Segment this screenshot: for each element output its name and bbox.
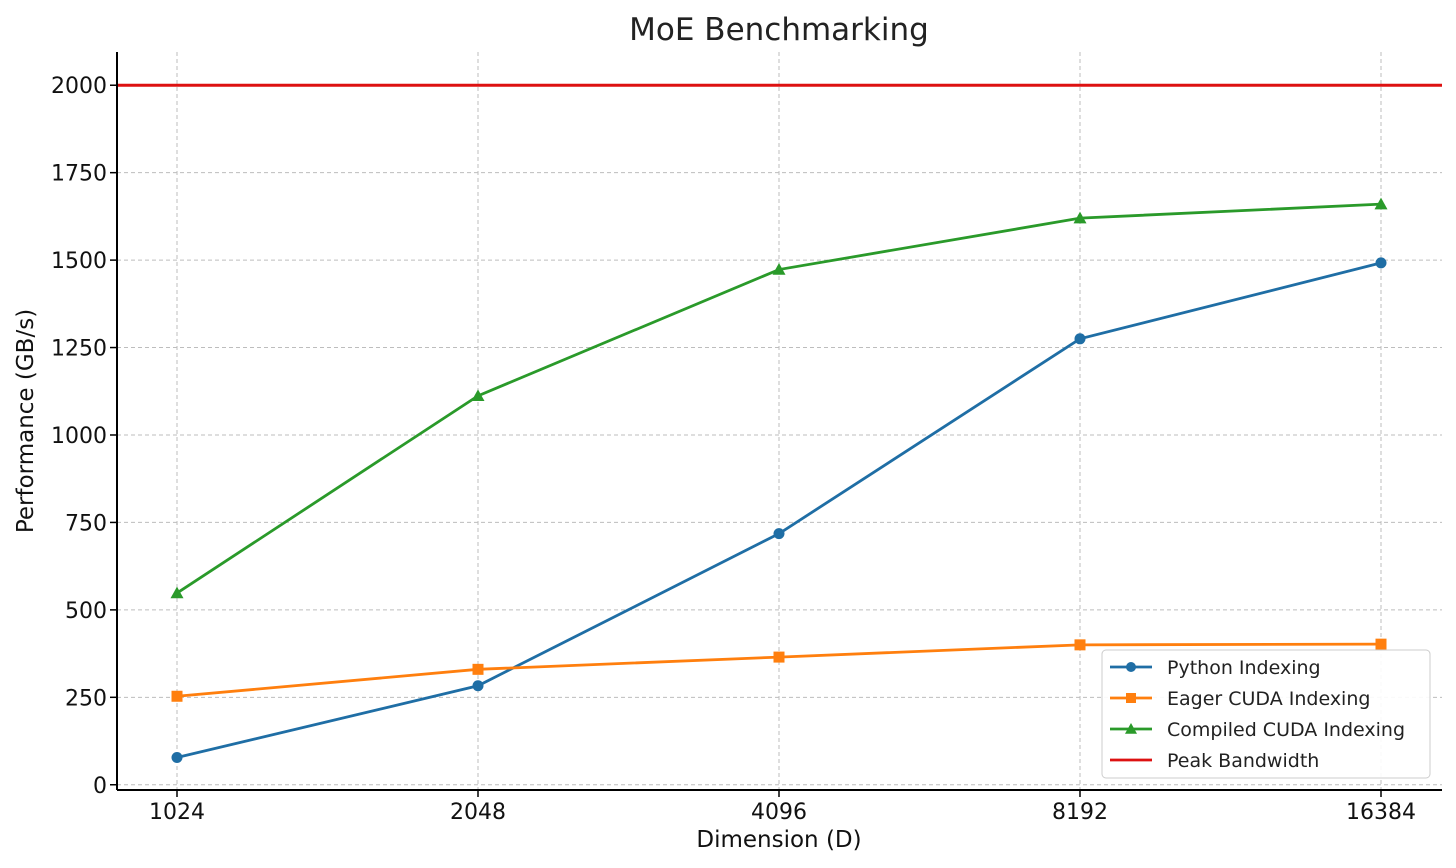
legend-label: Peak Bandwidth	[1167, 750, 1319, 772]
y-tick-label: 1500	[51, 249, 107, 274]
data-point	[772, 263, 786, 275]
data-point	[1074, 333, 1086, 345]
y-ticks: 0 250 500 750 1000 1250 1500 1750 2000	[51, 74, 117, 799]
y-axis-label: Performance (GB/s)	[13, 309, 39, 533]
legend-label: Python Indexing	[1167, 657, 1321, 679]
series-layer	[170, 197, 1388, 763]
data-point	[1074, 639, 1086, 651]
legend-swatch-marker	[1126, 693, 1136, 703]
x-tick-label: 1024	[149, 800, 205, 825]
y-tick-label: 0	[93, 774, 107, 799]
x-ticks: 1024 2048 4096 8192 16384	[149, 790, 1416, 825]
grid	[117, 52, 1442, 790]
x-tick-label: 4096	[751, 800, 807, 825]
data-point	[171, 690, 183, 702]
y-tick-label: 500	[65, 599, 107, 624]
y-tick-label: 1250	[51, 337, 107, 362]
legend: Python Indexing Eager CUDA Indexing Compil…	[1101, 649, 1431, 779]
data-point	[773, 528, 785, 540]
series-eager-cuda-indexing	[171, 638, 1387, 702]
y-tick-label: 2000	[51, 74, 107, 99]
legend-item: Compiled CUDA Indexing	[1110, 719, 1405, 741]
x-axis-label: Dimension (D)	[696, 827, 861, 853]
chart-title: MoE Benchmarking	[629, 12, 929, 48]
legend-item: Eager CUDA Indexing	[1110, 688, 1370, 710]
y-tick-label: 750	[65, 511, 107, 536]
x-tick-label: 8192	[1052, 800, 1108, 825]
data-point	[472, 663, 484, 675]
data-point	[472, 680, 484, 692]
x-tick-label: 16384	[1346, 800, 1416, 825]
y-tick-label: 1750	[51, 162, 107, 187]
legend-box	[1101, 649, 1431, 779]
series-python-indexing	[171, 257, 1387, 763]
y-tick-label: 1000	[51, 424, 107, 449]
legend-label: Eager CUDA Indexing	[1167, 688, 1370, 710]
data-point	[773, 651, 785, 663]
legend-swatch-marker	[1125, 723, 1137, 734]
data-point	[471, 389, 485, 402]
data-point	[170, 586, 184, 599]
legend-label: Compiled CUDA Indexing	[1167, 719, 1405, 741]
legend-item: Python Indexing	[1110, 657, 1321, 679]
data-point	[1375, 257, 1387, 269]
legend-item: Peak Bandwidth	[1110, 750, 1319, 772]
data-point	[1375, 638, 1387, 650]
legend-swatch-marker	[1126, 662, 1136, 672]
series-compiled-cuda-indexing	[170, 197, 1388, 599]
data-point	[1073, 211, 1087, 224]
x-tick-label: 2048	[450, 800, 506, 825]
y-tick-label: 250	[65, 686, 107, 711]
data-point	[1374, 197, 1388, 210]
data-point	[171, 751, 183, 763]
